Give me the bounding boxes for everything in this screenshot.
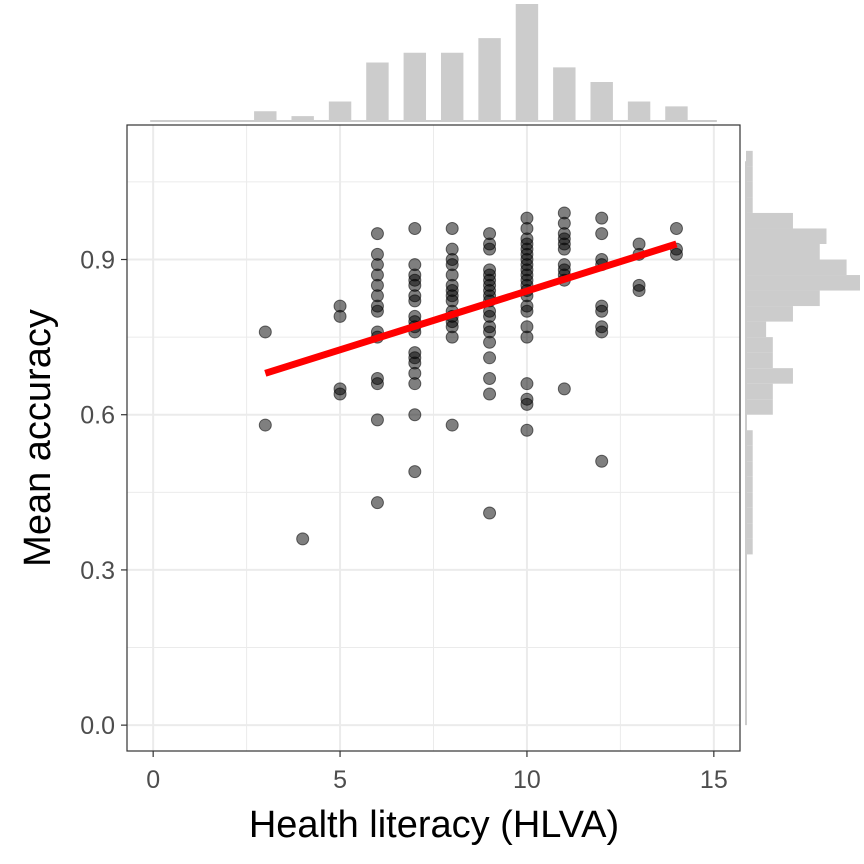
- data-point: [408, 221, 422, 235]
- histogram-bar: [627, 101, 651, 121]
- histogram-bar: [403, 52, 427, 121]
- histogram-bar: [746, 445, 753, 462]
- data-point: [520, 377, 534, 391]
- data-point: [595, 211, 609, 225]
- data-point: [296, 532, 310, 546]
- histogram-bar: [746, 228, 827, 244]
- histogram-bar: [553, 67, 576, 121]
- top-marginal-histogram: [150, 4, 717, 122]
- histogram-bar: [440, 52, 464, 121]
- x-tick-label: 10: [513, 766, 541, 794]
- data-point: [595, 454, 609, 468]
- data-point: [408, 294, 422, 308]
- data-point: [483, 351, 497, 365]
- data-point: [520, 304, 534, 318]
- histogram-bar: [746, 337, 773, 353]
- histogram-bar: [746, 507, 753, 524]
- plot-panel-border: [126, 124, 741, 752]
- data-point: [483, 335, 497, 349]
- histogram-bar: [590, 82, 613, 121]
- right-marginal-histogram: [745, 150, 860, 726]
- histogram-bar: [746, 243, 820, 260]
- data-point: [370, 413, 384, 427]
- data-point: [408, 465, 422, 479]
- data-point: [483, 387, 497, 401]
- histogram-bar: [746, 399, 773, 415]
- histogram-bar: [478, 38, 501, 121]
- histogram-bar: [746, 352, 773, 369]
- histogram-bar: [746, 306, 793, 322]
- histogram-bar: [746, 290, 820, 307]
- histogram-bar: [746, 383, 773, 400]
- data-point: [557, 382, 571, 396]
- data-point: [595, 227, 609, 241]
- histogram-bar: [746, 150, 753, 167]
- regression-line: [264, 240, 678, 377]
- data-point: [595, 304, 609, 318]
- axis-ticks: 0 5 10 15 0.0 0.3 0.6 0.9: [80, 247, 728, 794]
- histogram-bar: [254, 111, 277, 121]
- data-point: [408, 377, 422, 391]
- data-point: [632, 284, 646, 298]
- data-point: [520, 423, 534, 437]
- data-point: [445, 418, 459, 432]
- histogram-bar: [746, 492, 753, 508]
- data-point: [669, 247, 683, 261]
- x-axis-title: Health literacy (HLVA): [249, 804, 619, 846]
- histogram-bar: [746, 476, 753, 493]
- data-point: [258, 418, 272, 432]
- y-axis-title: Mean accuracy: [17, 309, 59, 567]
- y-tick-label: 0.3: [80, 557, 115, 585]
- data-point: [595, 325, 609, 339]
- data-point: [258, 325, 272, 339]
- histogram-bar: [746, 166, 753, 182]
- histogram-bar: [746, 181, 753, 198]
- data-point: [445, 330, 459, 344]
- histogram-bar: [366, 62, 389, 121]
- y-tick-label: 0.9: [80, 247, 115, 275]
- data-point: [557, 242, 571, 256]
- data-point: [408, 408, 422, 422]
- grid-lines: [127, 125, 740, 751]
- histogram-bar: [746, 197, 753, 213]
- data-point: [483, 506, 497, 520]
- histogram-bar: [328, 101, 352, 121]
- data-point: [370, 377, 384, 391]
- histogram-bar: [746, 538, 753, 555]
- x-tick-label: 15: [700, 766, 728, 794]
- data-point: [333, 309, 347, 323]
- data-point: [669, 221, 683, 235]
- histogram-bar: [665, 106, 688, 121]
- data-point: [445, 221, 459, 235]
- histogram-bar: [746, 321, 767, 338]
- data-point: [370, 227, 384, 241]
- data-point: [520, 397, 534, 411]
- y-tick-label: 0.6: [80, 402, 115, 430]
- histogram-bar: [746, 523, 753, 539]
- y-tick-label: 0.0: [80, 712, 115, 740]
- x-tick-label: 0: [146, 766, 160, 794]
- histogram-bar: [515, 4, 539, 121]
- histogram-bar: [746, 368, 793, 384]
- scatter-points: [258, 206, 683, 546]
- histogram-bar: [746, 275, 860, 291]
- data-point: [333, 387, 347, 401]
- histogram-bar: [746, 461, 753, 477]
- data-point: [483, 372, 497, 386]
- histogram-bar: [291, 116, 314, 121]
- data-point: [370, 304, 384, 318]
- x-tick-label: 5: [333, 766, 347, 794]
- data-point: [370, 496, 384, 510]
- histogram-bar: [746, 259, 847, 276]
- data-point: [483, 242, 497, 256]
- histogram-bar: [746, 430, 753, 446]
- data-point: [520, 330, 534, 344]
- histogram-bar: [746, 212, 793, 229]
